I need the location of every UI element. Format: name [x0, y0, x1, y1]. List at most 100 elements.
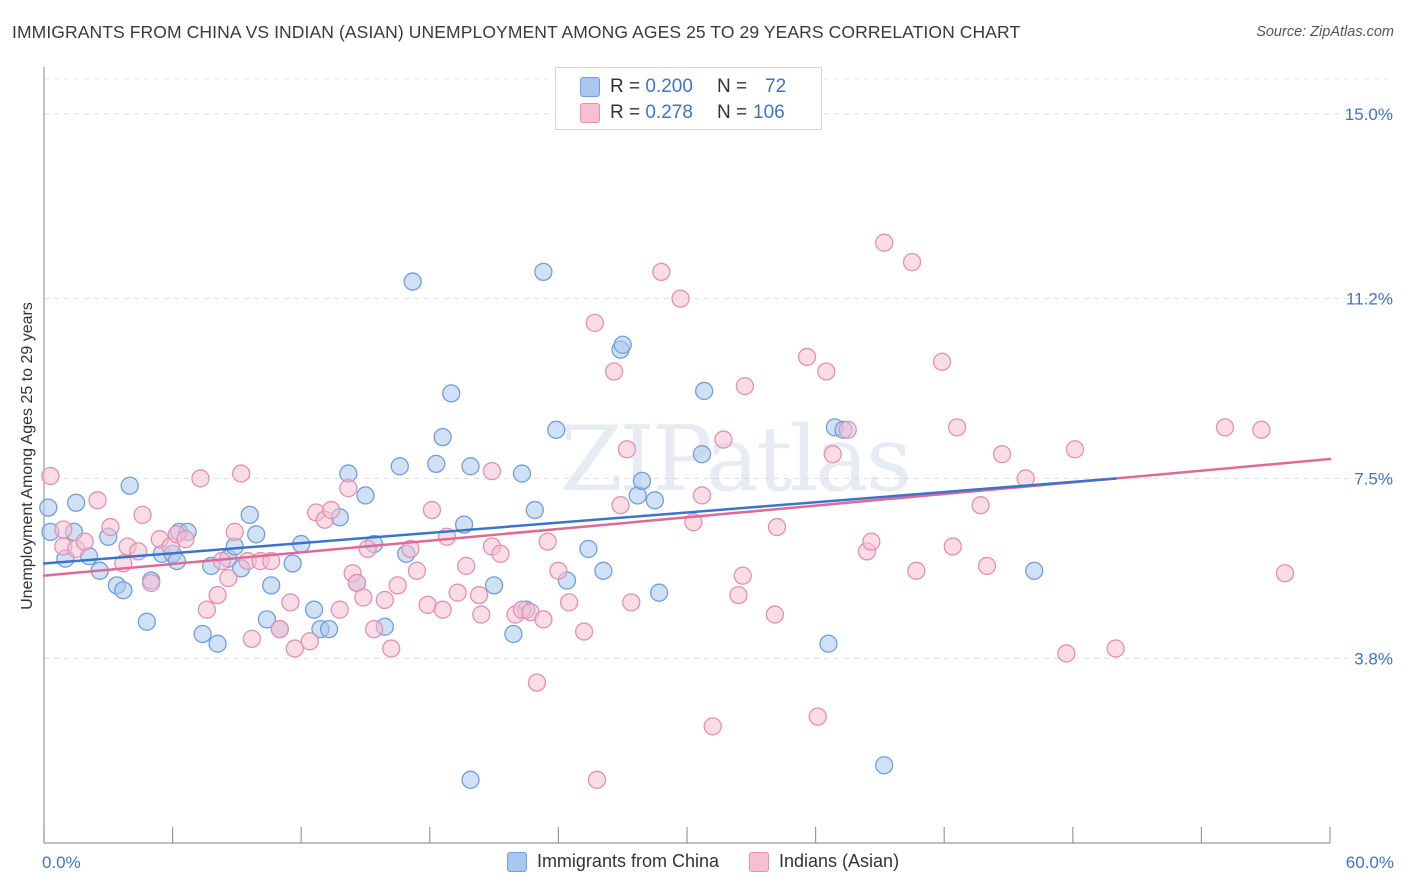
- indian-point: [622, 593, 641, 612]
- stats-legend: R = 0.200 N = 72 R = 0.278 N = 106: [555, 67, 822, 130]
- indian-point: [1065, 440, 1085, 459]
- china-point: [208, 634, 227, 653]
- china-point: [262, 576, 281, 595]
- indian-point: [534, 610, 553, 629]
- china-point: [534, 262, 553, 282]
- indian-point: [382, 639, 401, 658]
- indian-point: [692, 486, 712, 505]
- china-point: [484, 576, 504, 595]
- china-point: [512, 464, 532, 483]
- watermark: ZIPatlas: [560, 407, 909, 512]
- indian-point: [729, 585, 748, 605]
- indian-point: [1252, 420, 1271, 439]
- indian-point: [992, 444, 1012, 464]
- trendlines: [42, 457, 1332, 577]
- indian-point: [88, 491, 107, 510]
- indian-point: [943, 537, 962, 556]
- indian-point: [838, 420, 857, 439]
- r-label: R =: [610, 102, 641, 123]
- china-point: [39, 498, 58, 517]
- legend-label-china: Immigrants from China: [536, 851, 719, 871]
- indian-point: [176, 530, 195, 549]
- china-point: [114, 581, 133, 600]
- indian-swatch: [580, 103, 600, 123]
- china-point: [427, 454, 446, 474]
- stats-row-china: R = 0.200 N = 72: [580, 75, 786, 99]
- indian-point: [1215, 418, 1235, 437]
- indian-point: [75, 532, 94, 551]
- indian-point: [587, 770, 607, 789]
- indian-point: [330, 600, 349, 619]
- indian-point: [401, 539, 420, 559]
- legend-label-indian: Indians (Asian): [779, 851, 900, 871]
- indian-point: [862, 532, 881, 551]
- indian-point: [817, 362, 836, 381]
- indian-point: [358, 539, 377, 559]
- indian-point: [285, 639, 304, 658]
- n-label: N =: [716, 76, 748, 97]
- china-point: [504, 624, 523, 644]
- indian-point: [604, 362, 624, 381]
- indian-point: [262, 551, 281, 571]
- china-point: [692, 444, 712, 464]
- indian-point: [971, 496, 990, 515]
- y-tick-label: 7.5%: [1354, 469, 1393, 488]
- china-point: [433, 427, 452, 447]
- y-tick-label: 11.2%: [1346, 290, 1393, 309]
- china-point: [120, 476, 139, 495]
- china-point: [304, 600, 324, 619]
- y-tick-label: 15.0%: [1345, 105, 1393, 124]
- china-point: [442, 384, 461, 403]
- y-axis-label: Unemployment Among Ages 25 to 29 years: [19, 302, 36, 610]
- china-point: [403, 272, 422, 291]
- indian-point: [354, 588, 373, 607]
- indian-point: [482, 462, 502, 481]
- indian-point: [219, 568, 238, 588]
- legend-item-indian[interactable]: Indians (Asian): [749, 851, 899, 872]
- indian-point: [457, 556, 476, 576]
- indian-point: [1057, 644, 1076, 663]
- china-point: [461, 770, 480, 789]
- indian-point: [1106, 639, 1125, 658]
- n-value: 72: [765, 76, 787, 97]
- indian-point: [907, 561, 926, 580]
- china-point: [649, 583, 669, 602]
- china-point: [875, 756, 894, 775]
- indian-point: [767, 517, 787, 537]
- indian-point: [538, 532, 557, 551]
- indian-point: [472, 605, 491, 624]
- china-point: [461, 457, 480, 476]
- stats-row-indian: R = 0.278 N = 106: [580, 101, 785, 125]
- y-tick-label: 3.8%: [1354, 649, 1393, 668]
- indian-point: [652, 262, 671, 282]
- indian-point: [1275, 564, 1295, 583]
- indian-point: [559, 593, 579, 612]
- indian-point: [735, 376, 755, 396]
- indian-point: [54, 520, 73, 539]
- indian-point: [469, 585, 489, 605]
- indian-point: [585, 313, 604, 333]
- n-value: 106: [753, 102, 785, 123]
- indian-point: [133, 505, 152, 525]
- indian-point: [527, 673, 547, 692]
- indian-point: [388, 576, 407, 595]
- indian-point: [808, 707, 827, 726]
- china-point: [247, 525, 266, 544]
- china-point: [613, 335, 632, 354]
- indian-point: [191, 469, 210, 488]
- indian-point: [197, 600, 217, 619]
- china-point: [525, 500, 544, 520]
- indian-point: [823, 444, 842, 464]
- china-point: [632, 471, 652, 491]
- indian-point: [765, 605, 785, 624]
- china-point: [193, 624, 212, 644]
- series-legend: Immigrants from China Indians (Asian): [0, 851, 1406, 872]
- indian-point: [242, 629, 262, 648]
- china-point: [645, 491, 664, 510]
- indian-point: [375, 590, 394, 610]
- china-point: [547, 420, 566, 439]
- legend-item-china[interactable]: Immigrants from China: [506, 851, 719, 872]
- indian-point: [902, 252, 922, 272]
- series-china-points: [39, 262, 1044, 789]
- indian-point: [208, 585, 227, 605]
